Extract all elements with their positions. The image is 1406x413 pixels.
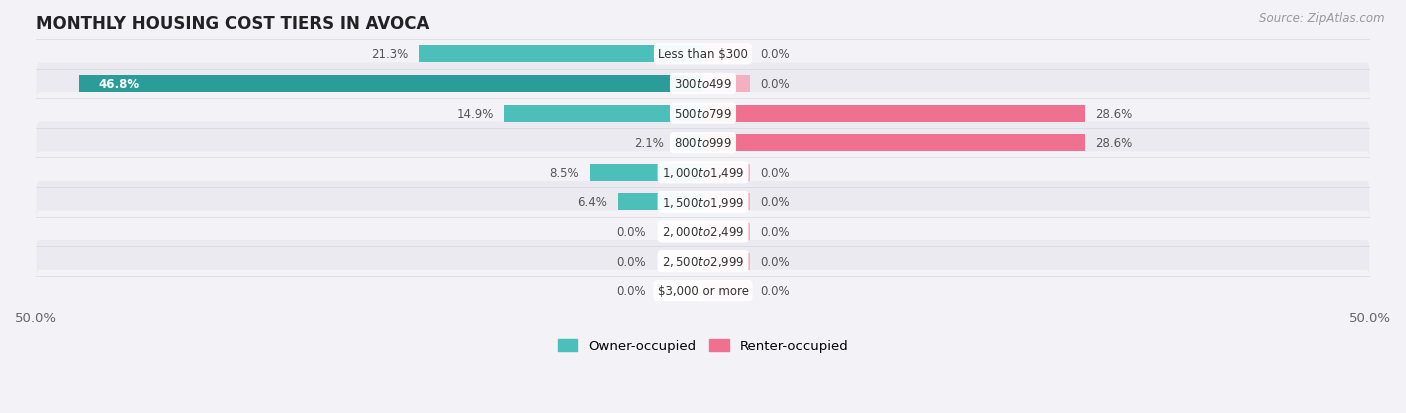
Text: 0.0%: 0.0%	[761, 48, 790, 61]
FancyBboxPatch shape	[37, 34, 1369, 76]
Text: $800 to $999: $800 to $999	[673, 137, 733, 150]
Bar	[703, 76, 749, 93]
Text: $500 to $799: $500 to $799	[673, 107, 733, 120]
Text: $1,000 to $1,499: $1,000 to $1,499	[662, 166, 744, 180]
Bar	[79, 76, 703, 93]
Legend: Owner-occupied, Renter-occupied: Owner-occupied, Renter-occupied	[553, 334, 853, 358]
Text: 21.3%: 21.3%	[371, 48, 408, 61]
Text: 0.0%: 0.0%	[761, 255, 790, 268]
Text: 0.0%: 0.0%	[616, 225, 645, 238]
FancyBboxPatch shape	[37, 240, 1369, 282]
Text: $300 to $499: $300 to $499	[673, 78, 733, 91]
Text: 28.6%: 28.6%	[1095, 137, 1132, 150]
FancyBboxPatch shape	[37, 211, 1369, 253]
Text: $1,500 to $1,999: $1,500 to $1,999	[662, 195, 744, 209]
Text: $3,000 or more: $3,000 or more	[658, 285, 748, 297]
FancyBboxPatch shape	[37, 63, 1369, 105]
Bar	[703, 164, 749, 181]
Text: 0.0%: 0.0%	[761, 196, 790, 209]
Bar	[703, 282, 749, 299]
Bar	[703, 223, 749, 240]
Text: 8.5%: 8.5%	[550, 166, 579, 179]
FancyBboxPatch shape	[37, 270, 1369, 312]
Text: 2.1%: 2.1%	[634, 137, 664, 150]
Bar	[589, 164, 703, 181]
Text: 0.0%: 0.0%	[761, 78, 790, 91]
Bar	[703, 105, 1084, 122]
FancyBboxPatch shape	[37, 122, 1369, 164]
Bar	[703, 253, 749, 270]
Text: 0.0%: 0.0%	[761, 166, 790, 179]
Text: $2,000 to $2,499: $2,000 to $2,499	[662, 225, 744, 239]
Bar	[505, 105, 703, 122]
Bar	[703, 135, 1084, 152]
Text: 0.0%: 0.0%	[616, 285, 645, 297]
Text: 46.8%: 46.8%	[98, 78, 139, 91]
Text: 28.6%: 28.6%	[1095, 107, 1132, 120]
Bar	[703, 194, 749, 211]
Bar	[675, 135, 703, 152]
Text: Source: ZipAtlas.com: Source: ZipAtlas.com	[1260, 12, 1385, 25]
Text: 0.0%: 0.0%	[761, 225, 790, 238]
Text: MONTHLY HOUSING COST TIERS IN AVOCA: MONTHLY HOUSING COST TIERS IN AVOCA	[37, 15, 429, 33]
FancyBboxPatch shape	[37, 93, 1369, 135]
Text: Less than $300: Less than $300	[658, 48, 748, 61]
FancyBboxPatch shape	[37, 152, 1369, 194]
FancyBboxPatch shape	[37, 181, 1369, 223]
Text: 14.9%: 14.9%	[456, 107, 494, 120]
Bar	[419, 46, 703, 63]
Bar	[617, 194, 703, 211]
Text: 0.0%: 0.0%	[761, 285, 790, 297]
Bar	[703, 46, 749, 63]
Text: 0.0%: 0.0%	[616, 255, 645, 268]
Text: $2,500 to $2,999: $2,500 to $2,999	[662, 254, 744, 268]
Text: 6.4%: 6.4%	[576, 196, 607, 209]
